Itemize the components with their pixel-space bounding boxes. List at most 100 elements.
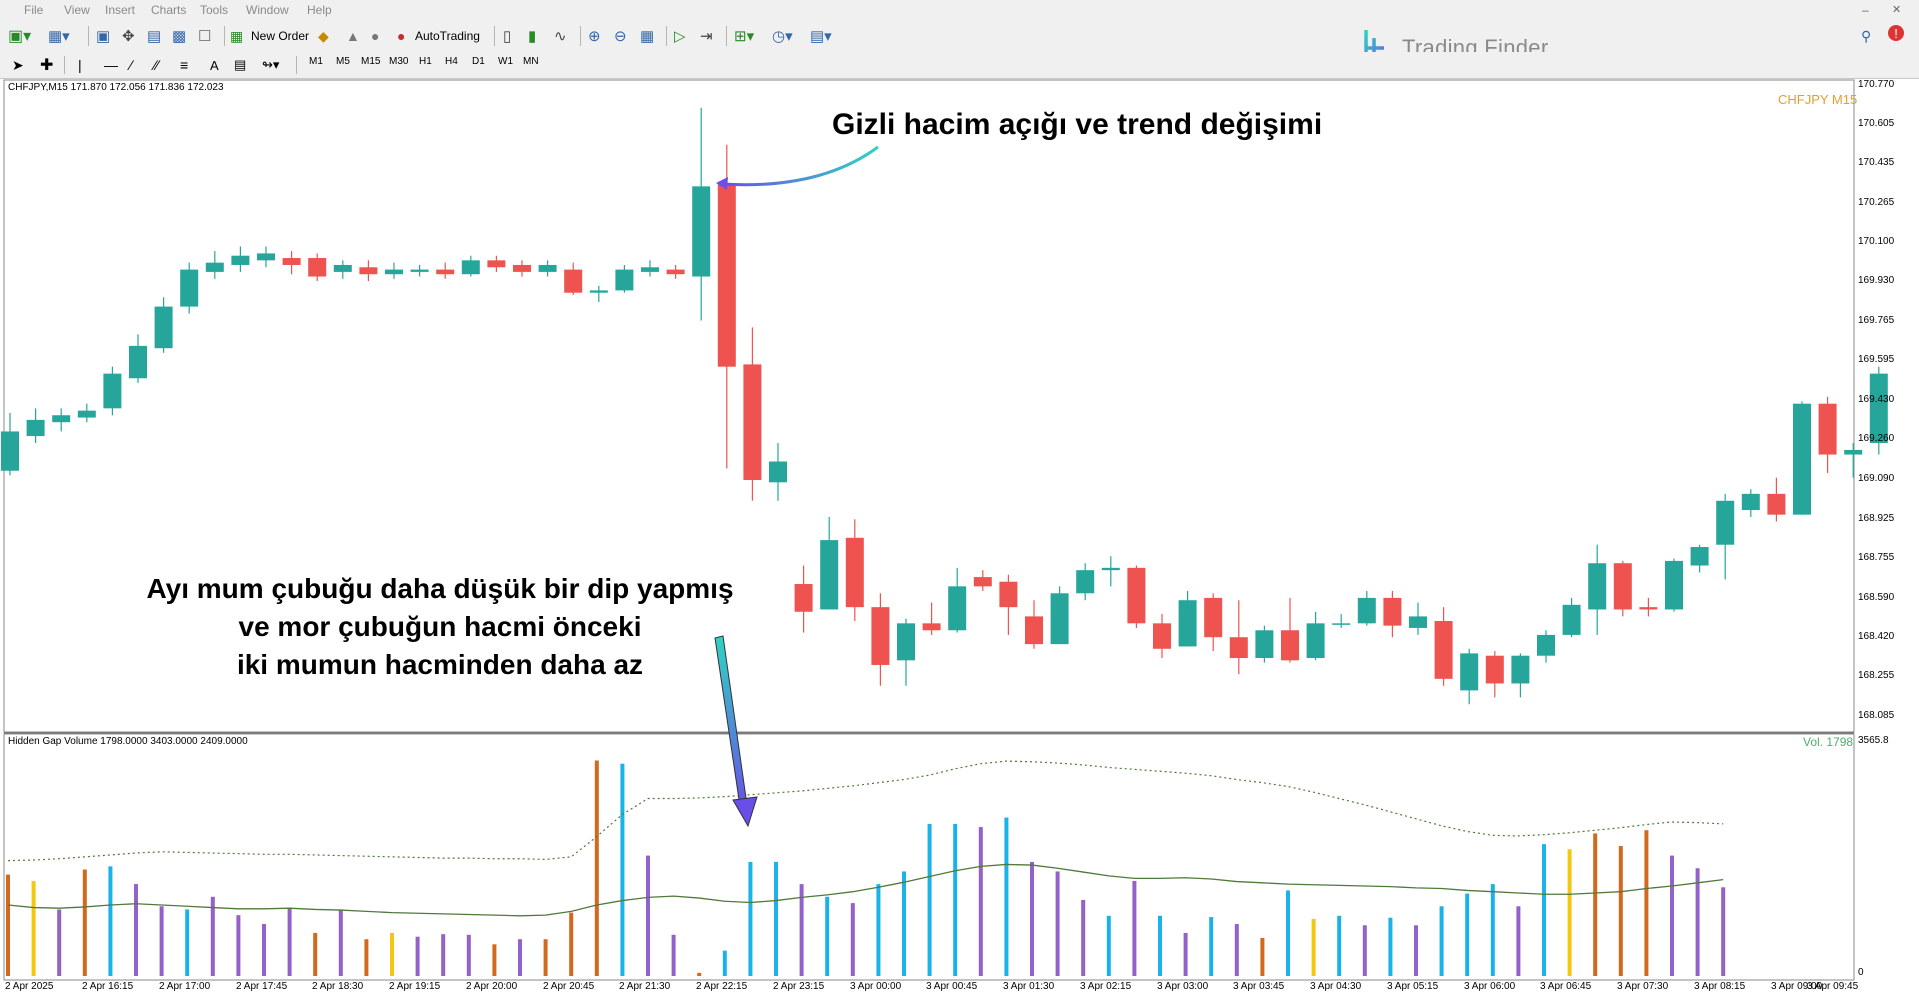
volume-bar <box>185 909 190 976</box>
fibonacci-icon[interactable]: ≡ <box>180 57 189 73</box>
candle <box>1383 590 1402 638</box>
candle-body <box>1281 630 1299 661</box>
time-tick: 2 Apr 17:45 <box>236 981 288 992</box>
volume-bar <box>1081 899 1086 976</box>
vertical-line-icon[interactable]: | <box>78 57 82 73</box>
menu-view[interactable]: View <box>64 3 90 17</box>
templates-icon[interactable]: ▤▾ <box>810 28 832 45</box>
candle-body <box>641 267 659 272</box>
timeframe-m1[interactable]: M1 <box>309 56 323 67</box>
menu-charts[interactable]: Charts <box>151 3 187 17</box>
timeframe-m5[interactable]: M5 <box>336 56 350 67</box>
candle <box>999 574 1018 635</box>
volume-bar <box>1158 915 1162 976</box>
candle-body <box>1409 616 1427 628</box>
volume-bar <box>236 915 241 976</box>
candle-body <box>282 258 301 265</box>
volume-bar <box>1618 846 1623 976</box>
strategy-tester-icon[interactable]: ☐ <box>198 28 212 45</box>
time-tick: 3 Apr 04:30 <box>1310 981 1362 992</box>
menu-tools[interactable]: Tools <box>200 3 229 17</box>
volume-bar <box>543 939 548 976</box>
shapes-icon[interactable]: ↬▾ <box>262 57 280 72</box>
minimize-icon[interactable]: – <box>1862 3 1869 17</box>
new-order-button[interactable]: New Order <box>251 29 310 43</box>
market-icon[interactable]: ● <box>371 28 380 44</box>
annotation-bottom-line2: ve mor çubuğun hacmi önceki <box>238 611 642 642</box>
crosshair-icon[interactable]: ✚ <box>40 57 54 74</box>
cursor-icon[interactable]: ➤ <box>12 56 24 73</box>
timeframe-h4[interactable]: H4 <box>445 56 458 67</box>
close-window-icon[interactable]: ✕ <box>1892 4 1902 16</box>
timeframe-w1[interactable]: W1 <box>498 56 513 67</box>
market-watch-icon[interactable]: ▣ <box>96 28 111 45</box>
volume-bar <box>210 896 215 976</box>
candle-body <box>52 415 71 423</box>
periods-icon[interactable]: ◷▾ <box>772 28 793 45</box>
zoom-out-icon[interactable]: ⊖ <box>614 28 627 45</box>
timeframe-m15[interactable]: M15 <box>361 56 381 67</box>
volume-bar <box>82 869 87 976</box>
candle <box>257 246 275 268</box>
candle-body <box>820 540 839 610</box>
trendline-icon[interactable]: ∕ <box>130 57 133 73</box>
candle-body <box>1076 570 1095 594</box>
text-icon[interactable]: A <box>210 57 219 73</box>
candle <box>615 264 634 293</box>
new-order-icon[interactable]: ▦ <box>230 27 244 44</box>
chart-shift-icon[interactable]: ▷ <box>674 28 686 45</box>
menu-bar: File View Insert Charts Tools Window Hel… <box>0 0 1919 20</box>
candlestick-icon[interactable]: ▮ <box>528 28 537 45</box>
timeframe-m30[interactable]: M30 <box>389 56 409 67</box>
menu-insert[interactable]: Insert <box>105 3 136 17</box>
horizontal-line-icon[interactable]: — <box>104 57 118 73</box>
time-tick: 2 Apr 20:00 <box>466 981 518 992</box>
candle-body <box>154 306 173 349</box>
candle <box>1844 442 1863 478</box>
candle-body <box>1204 597 1223 638</box>
zoom-in-icon[interactable]: ⊕ <box>588 28 601 45</box>
indicators-icon[interactable]: ⊞▾ <box>734 28 755 45</box>
timeframe-mn[interactable]: MN <box>523 56 539 67</box>
candle <box>1818 396 1837 474</box>
search-icon[interactable]: ⚲ <box>1861 27 1872 44</box>
volume-ma-line <box>7 863 1724 917</box>
menu-window[interactable]: Window <box>246 3 289 17</box>
menu-help[interactable]: Help <box>307 3 332 17</box>
navigator-icon[interactable]: ✥ <box>122 28 135 45</box>
bar-chart-icon[interactable]: ▯ <box>503 28 512 45</box>
volume-bar <box>57 909 62 976</box>
candle-body <box>205 262 224 272</box>
candle <box>1050 586 1069 645</box>
candle <box>1716 493 1735 580</box>
signals-icon[interactable]: ▲ <box>346 28 360 44</box>
volume-bar <box>1644 830 1649 976</box>
new-chart-icon[interactable]: ▣▾ <box>8 28 32 45</box>
metaeditor-icon[interactable]: ◆ <box>318 27 329 44</box>
candle <box>1229 600 1248 675</box>
line-chart-icon[interactable]: ∿ <box>554 28 567 45</box>
auto-scroll-icon[interactable]: ⇥ <box>700 28 713 45</box>
tile-windows-icon[interactable]: ▦ <box>640 28 655 45</box>
text-label-icon[interactable]: ▤ <box>234 57 247 72</box>
time-tick: 2 Apr 20:45 <box>543 981 595 992</box>
timeframe-h1[interactable]: H1 <box>419 56 432 67</box>
profiles-icon[interactable]: ▦▾ <box>48 28 70 45</box>
terminal-icon[interactable]: ▩ <box>172 28 187 45</box>
channel-icon[interactable]: ∕∕ <box>154 57 159 73</box>
candle <box>103 366 122 416</box>
candle-body <box>1 431 19 471</box>
price-tick: 168.590 <box>1858 592 1895 603</box>
price-tick: 170.435 <box>1858 157 1895 168</box>
price-chart[interactable] <box>0 78 1919 996</box>
timeframe-d1[interactable]: D1 <box>472 56 485 67</box>
candle-body <box>333 264 352 272</box>
candle <box>717 144 736 469</box>
autotrading-button[interactable]: AutoTrading <box>415 29 480 43</box>
autotrading-icon[interactable]: ● <box>397 28 406 44</box>
data-window-icon[interactable]: ▤ <box>147 28 162 45</box>
volume-bar <box>620 763 625 976</box>
candle-body <box>1229 637 1248 659</box>
notifications-icon[interactable]: ! <box>1888 25 1904 41</box>
menu-file[interactable]: File <box>24 3 44 17</box>
